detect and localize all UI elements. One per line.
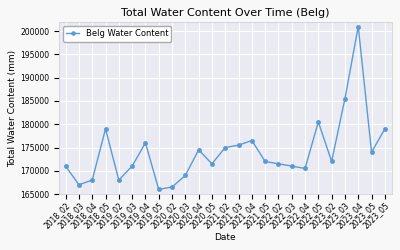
- Belg Water Content: [143, 141, 148, 144]
- Belg Water Content: [263, 160, 268, 163]
- Belg Water Content: [342, 97, 347, 100]
- Belg Water Content: [156, 188, 161, 191]
- Belg Water Content: [382, 128, 387, 130]
- Belg Water Content: [329, 160, 334, 163]
- Belg Water Content: [369, 151, 374, 154]
- Title: Total Water Content Over Time (Belg): Total Water Content Over Time (Belg): [121, 8, 330, 18]
- Line: Belg Water Content: Belg Water Content: [64, 24, 387, 192]
- Belg Water Content: [196, 148, 201, 151]
- Belg Water Content: [130, 164, 134, 168]
- Legend: Belg Water Content: Belg Water Content: [63, 26, 172, 42]
- Belg Water Content: [223, 146, 228, 149]
- Belg Water Content: [236, 144, 241, 147]
- Belg Water Content: [103, 128, 108, 130]
- Belg Water Content: [90, 178, 95, 182]
- Belg Water Content: [316, 120, 321, 124]
- Belg Water Content: [250, 139, 254, 142]
- Belg Water Content: [210, 162, 214, 165]
- Belg Water Content: [116, 178, 121, 182]
- Belg Water Content: [356, 25, 361, 28]
- Belg Water Content: [63, 164, 68, 168]
- X-axis label: Date: Date: [214, 233, 236, 242]
- Y-axis label: Total Water Content (mm): Total Water Content (mm): [8, 50, 17, 166]
- Belg Water Content: [76, 183, 81, 186]
- Belg Water Content: [303, 167, 308, 170]
- Belg Water Content: [183, 174, 188, 177]
- Belg Water Content: [289, 164, 294, 168]
- Belg Water Content: [170, 186, 174, 188]
- Belg Water Content: [276, 162, 281, 165]
